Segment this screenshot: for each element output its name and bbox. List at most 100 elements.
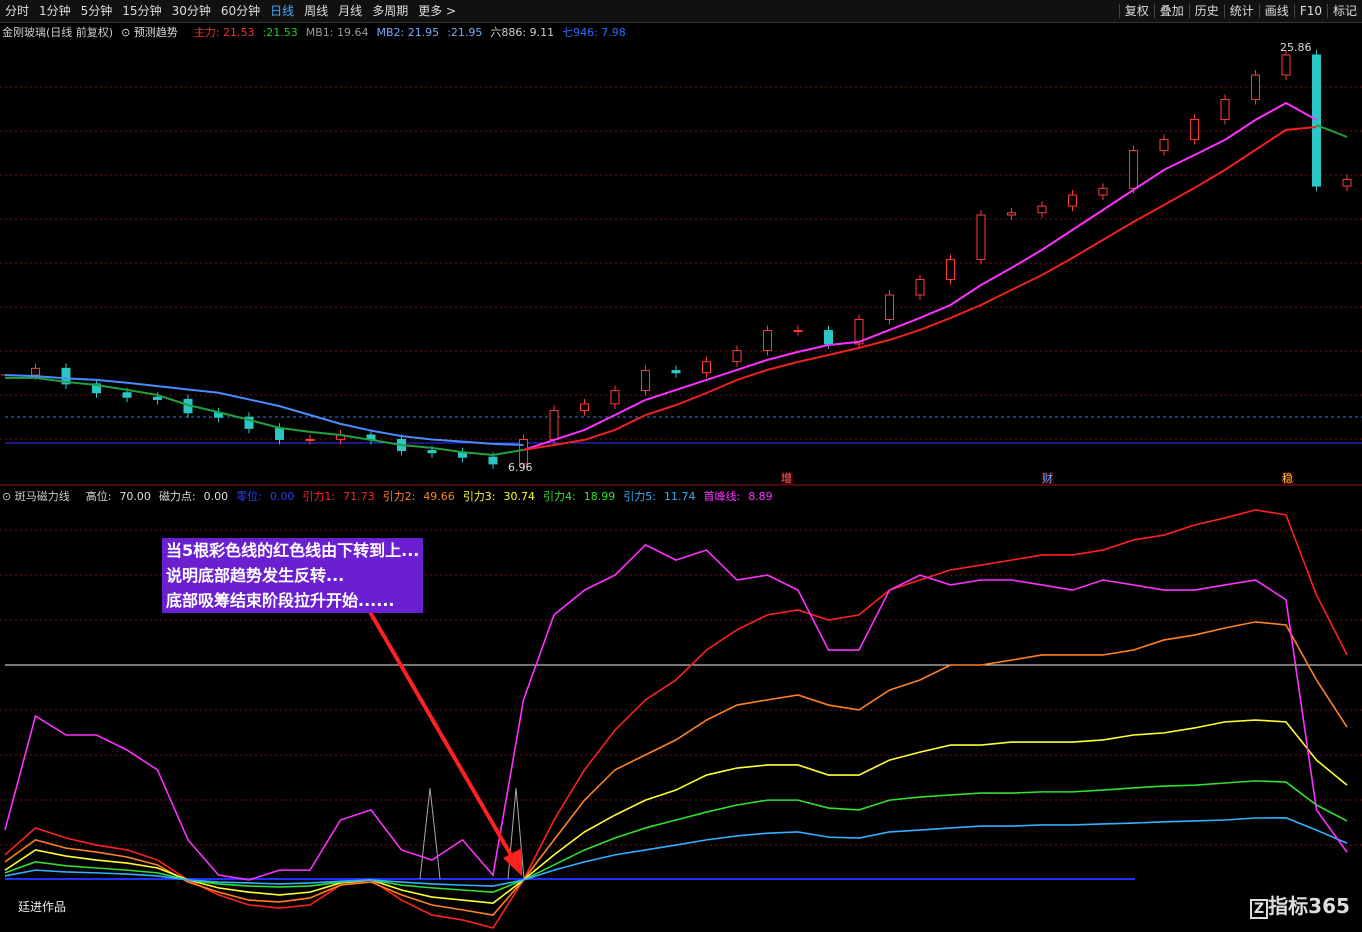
candle [763, 330, 772, 352]
annotation-line: 当5根彩色线的红色线由下转到上... [166, 541, 420, 560]
info-value: MB2: 21.95 [376, 26, 440, 39]
candle [1159, 138, 1169, 152]
tool-button[interactable]: 叠加 [1153, 4, 1189, 18]
candle [946, 258, 955, 280]
annotation-line: 底部吸筹结束阶段拉升开始...... [166, 591, 395, 610]
price-info: 金刚玻璃(日线 前复权) ⊙ 预测趋势 主力: 21.53 :21.53 MB1: 19… [2, 24, 634, 40]
candle [1037, 205, 1047, 214]
high-label: 25.86 [1280, 41, 1312, 54]
marker-box [1282, 472, 1294, 484]
candle [549, 410, 559, 440]
info-value: :21.53 [262, 26, 298, 39]
tool-button[interactable]: 统计 [1223, 4, 1259, 18]
indicator-info: ⊙ 斑马磁力线 高位: 70.00 磁力点: 0.00 零位: 0.00 引力1: 71.73 引… [2, 488, 781, 504]
candle [1220, 98, 1230, 120]
candle [671, 370, 681, 374]
annotation-line: 说明底部趋势发生反转... [166, 566, 345, 585]
stock-title: 金刚玻璃(日线 前复权) [2, 26, 114, 39]
arrow [368, 610, 517, 864]
param-value: 30.74 [503, 490, 536, 503]
param-value: 71.73 [343, 490, 375, 503]
candle [305, 438, 315, 441]
param-value: 49.66 [423, 490, 455, 503]
tool-button[interactable]: 复权 [1118, 4, 1154, 18]
period-tab[interactable]: 30分钟 [171, 4, 211, 18]
info-value: 主力: 21.53 [193, 26, 255, 39]
arrowhead [503, 848, 522, 876]
line [5, 124, 1348, 457]
annotation: 当5根彩色线的红色线由下转到上... 说明底部趋势发生反转... 底部吸筹结束阶段拉… [162, 538, 424, 613]
candle [1281, 54, 1291, 76]
param-value: 18.99 [583, 490, 616, 503]
marker-box [781, 472, 793, 484]
line [4, 719, 1348, 904]
param: 引力5: 11.74 [623, 490, 695, 503]
line [4, 509, 1348, 929]
param: 高位: 70.00 [86, 490, 151, 503]
param-label: 首峰线: [703, 490, 741, 503]
info-value: MB1: 19.64 [305, 26, 369, 39]
candle [732, 350, 742, 363]
line [523, 101, 1317, 451]
candle [122, 392, 132, 398]
param: 零位: 0.00 [236, 490, 294, 503]
line [4, 817, 1348, 887]
param: 磁力点: 0.00 [159, 490, 228, 503]
param-value: 8.89 [748, 490, 773, 503]
period-tab[interactable]: 多周期 [372, 4, 409, 18]
candle [1007, 212, 1016, 216]
param-value: 0.00 [269, 490, 295, 503]
candle [641, 370, 650, 392]
param-label: 引力3: [462, 490, 496, 503]
marker-box [1042, 472, 1054, 484]
tool-button[interactable]: 历史 [1188, 4, 1224, 18]
candle [854, 318, 864, 345]
candle [153, 396, 162, 400]
watermark-text: 指标365 [1268, 894, 1350, 918]
candle [275, 427, 284, 440]
tools: 复权 叠加 历史 统计 画线 F10 标记 [1118, 0, 1362, 22]
period-tab[interactable]: 更多 > [418, 4, 457, 18]
period-tab[interactable]: 分时 [5, 4, 30, 18]
param: 引力2: 49.66 [383, 490, 455, 503]
watermark: Z 指标365 [1250, 890, 1350, 919]
period-tab[interactable]: 周线 [304, 4, 329, 18]
period-tab[interactable]: 日线 [270, 4, 295, 18]
trend-label: 预测趋势 [133, 26, 178, 39]
candle [1312, 54, 1321, 187]
period-tab[interactable]: 1分钟 [39, 4, 71, 18]
info-value: :21.95 [447, 26, 483, 39]
spike [419, 787, 525, 880]
param-label: 磁力点: [158, 490, 196, 503]
line [4, 543, 1348, 881]
period-tab[interactable]: 5分钟 [80, 4, 113, 18]
tool-button[interactable]: 画线 [1258, 4, 1294, 18]
candle [92, 383, 101, 394]
tool-button[interactable]: 标记 [1326, 4, 1362, 18]
period-tab[interactable]: 60分钟 [220, 4, 261, 18]
param-value: 11.74 [663, 490, 696, 503]
candle [1190, 118, 1199, 140]
param-label: 引力1: [302, 490, 336, 503]
trend-button[interactable]: ⊙ 预测趋势 [121, 26, 178, 39]
candle [824, 330, 833, 345]
period-tab[interactable]: 月线 [338, 4, 363, 18]
candle [244, 416, 254, 429]
candle [61, 367, 71, 385]
param: 引力3: 30.74 [463, 490, 535, 503]
candle [976, 214, 986, 260]
marker: 稳 [1282, 471, 1293, 485]
period-tab[interactable]: 15分钟 [122, 4, 162, 18]
candle [1342, 178, 1352, 187]
param-value: 70.00 [119, 490, 151, 503]
candle [885, 294, 894, 320]
candle [1098, 187, 1108, 196]
candle [793, 330, 803, 333]
low-label: 6.96 [508, 461, 533, 474]
indicator-name: 斑马磁力线 [14, 490, 70, 503]
param-value: 0.00 [203, 490, 229, 503]
toolbar: 分时 1分钟 5分钟 15分钟 30分钟 60分钟 日线 周线 月线 多周期 更多 > 复权 叠加 历史统… [0, 0, 1362, 23]
tool-button[interactable]: F10 [1293, 4, 1327, 18]
